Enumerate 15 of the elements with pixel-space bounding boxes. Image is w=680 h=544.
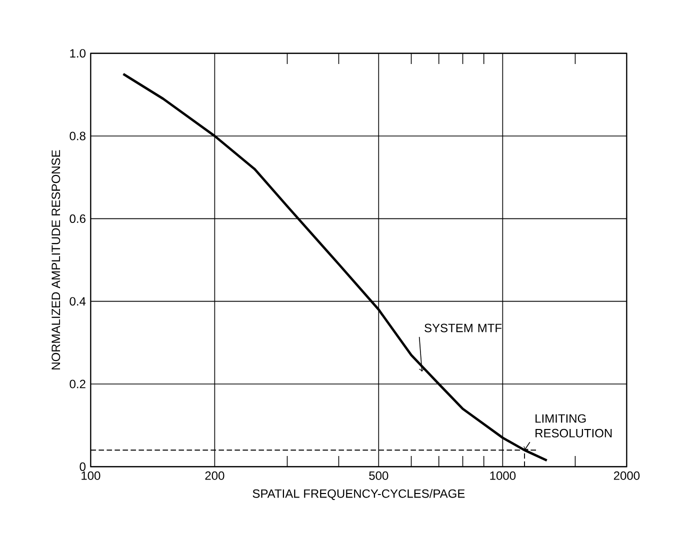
y-axis-title: NORMALIZED AMPLITUDE RESPONSE	[52, 150, 60, 370]
annotation: SYSTEM MTF	[424, 324, 502, 332]
y-tick-label: 0.4	[70, 297, 86, 306]
x-axis-title: SPATIAL FREQUENCY-CYCLES/PAGE	[252, 489, 465, 500]
x-tick-label: 1000	[490, 471, 516, 480]
x-tick-label: 100	[82, 471, 100, 480]
y-tick-label: 0.8	[70, 132, 86, 140]
x-tick-label: 2000	[614, 471, 640, 480]
y-tick-label: 0	[80, 462, 86, 471]
x-tick-label: 200	[205, 471, 224, 480]
y-tick-label: 1.0	[70, 49, 86, 58]
y-tick-label: 0.2	[70, 380, 86, 388]
x-tick-label: 500	[369, 471, 388, 480]
y-tick-label: 0.6	[70, 214, 86, 223]
annotation: LIMITING RESOLUTION	[536, 414, 612, 438]
